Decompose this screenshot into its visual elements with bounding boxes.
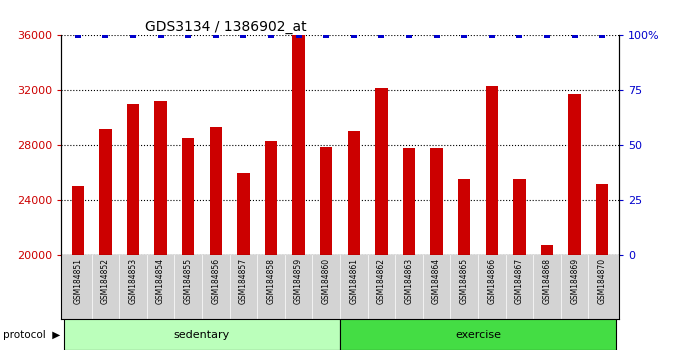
Text: GSM184868: GSM184868	[543, 258, 551, 304]
Point	[72, 33, 83, 38]
Bar	[209, 127, 222, 354]
Point	[541, 33, 552, 38]
Text: GSM184862: GSM184862	[377, 258, 386, 304]
Bar	[568, 95, 581, 354]
Point	[597, 33, 608, 38]
Text: GSM184859: GSM184859	[294, 258, 303, 304]
Bar	[486, 86, 498, 354]
Point	[403, 33, 414, 38]
Point	[376, 33, 387, 38]
Bar	[458, 179, 471, 354]
Text: GSM184860: GSM184860	[322, 258, 330, 304]
Point	[155, 33, 166, 38]
Bar	[265, 141, 277, 354]
Text: GSM184858: GSM184858	[267, 258, 275, 304]
Text: GSM184869: GSM184869	[570, 258, 579, 304]
Text: GSM184866: GSM184866	[488, 258, 496, 304]
Text: GSM184856: GSM184856	[211, 258, 220, 304]
Bar	[541, 245, 554, 354]
Text: GSM184855: GSM184855	[184, 258, 192, 304]
Text: GSM184863: GSM184863	[405, 258, 413, 304]
Text: GSM184865: GSM184865	[460, 258, 469, 304]
Point	[321, 33, 332, 38]
Point	[100, 33, 111, 38]
Bar	[375, 87, 388, 354]
Text: sedentary: sedentary	[174, 330, 230, 339]
Text: GSM184851: GSM184851	[73, 258, 82, 304]
Point	[266, 33, 277, 38]
Point	[238, 33, 249, 38]
Point	[183, 33, 194, 38]
Text: GSM184854: GSM184854	[156, 258, 165, 304]
Bar	[513, 179, 526, 354]
Bar	[154, 101, 167, 354]
Text: GSM184861: GSM184861	[350, 258, 358, 304]
Text: GSM184853: GSM184853	[129, 258, 137, 304]
Text: GSM184864: GSM184864	[432, 258, 441, 304]
Bar	[126, 104, 139, 354]
Point	[128, 33, 139, 38]
Bar	[182, 138, 194, 354]
Bar	[64, 319, 340, 350]
Bar	[347, 131, 360, 354]
Bar	[430, 148, 443, 354]
Point	[348, 33, 359, 38]
Bar	[320, 147, 333, 354]
Point	[459, 33, 470, 38]
Bar	[71, 186, 84, 354]
Bar	[292, 35, 305, 354]
Text: GSM184870: GSM184870	[598, 258, 607, 304]
Text: GSM184857: GSM184857	[239, 258, 248, 304]
Point	[514, 33, 525, 38]
Point	[431, 33, 442, 38]
Point	[569, 33, 580, 38]
Text: GSM184867: GSM184867	[515, 258, 524, 304]
Text: exercise: exercise	[455, 330, 501, 339]
Bar	[403, 148, 415, 354]
Bar	[596, 183, 609, 354]
Point	[210, 33, 221, 38]
Bar	[237, 172, 250, 354]
Point	[486, 33, 497, 38]
Text: GSM184852: GSM184852	[101, 258, 110, 304]
Bar	[340, 319, 616, 350]
Bar	[99, 129, 112, 354]
Point	[293, 33, 304, 38]
Text: protocol  ▶: protocol ▶	[3, 330, 61, 339]
Text: GDS3134 / 1386902_at: GDS3134 / 1386902_at	[145, 21, 307, 34]
